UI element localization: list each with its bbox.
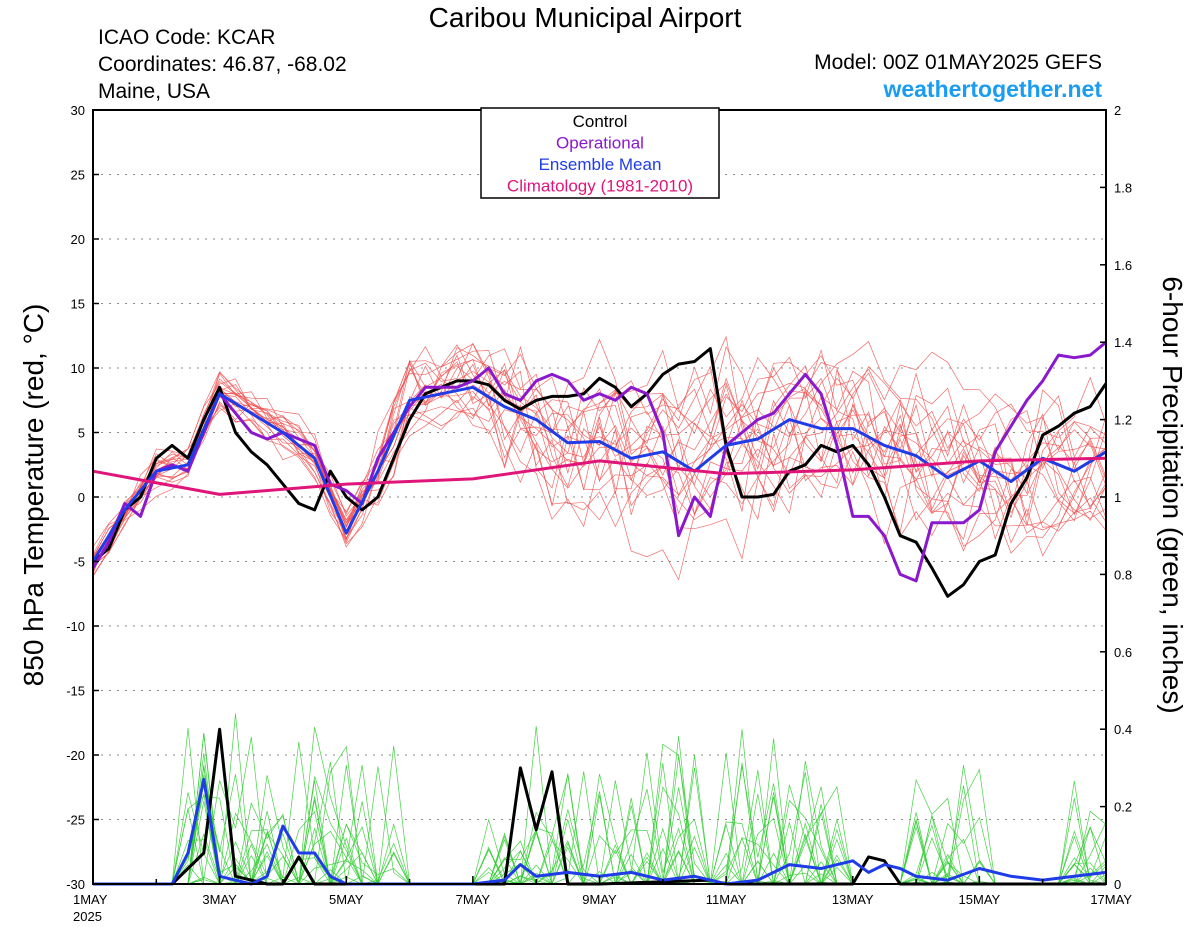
y2-tick-label: 0 xyxy=(1114,877,1121,892)
y2-tick-label: 1.8 xyxy=(1114,180,1132,195)
member-precip-line xyxy=(93,738,1107,885)
member-temp-line xyxy=(92,359,1107,577)
y-tick-label: 20 xyxy=(71,232,85,247)
x-tick-label: 15MAY xyxy=(959,892,1001,907)
x-tick-label: 7MAY xyxy=(456,892,491,907)
member-temp-line xyxy=(92,346,1107,569)
member-precip-line xyxy=(93,774,1107,885)
member-temp-line xyxy=(92,347,1107,562)
legend-entry: Control xyxy=(573,112,628,131)
ensemble-mean-precip-line xyxy=(93,778,1107,886)
y-tick-label: -30 xyxy=(66,877,85,892)
y2-tick-label: 1.4 xyxy=(1114,335,1132,350)
x-tick-label: 1MAY xyxy=(73,892,108,907)
x-tick-label: 5MAY xyxy=(329,892,364,907)
coordinates: Coordinates: 46.87, -68.02 xyxy=(98,53,347,76)
y2-tick-label: 0.4 xyxy=(1114,722,1132,737)
y2-tick-label: 0.2 xyxy=(1114,800,1132,815)
icao-code: ICAO Code: KCAR xyxy=(98,26,276,49)
x-tick-label: 13MAY xyxy=(832,892,874,907)
member-precip-line xyxy=(93,736,1107,885)
ensemble-members-temperature xyxy=(92,335,1107,581)
y-tick-label: 25 xyxy=(71,168,85,183)
x-tick-label: 9MAY xyxy=(582,892,617,907)
x-tick-label: 3MAY xyxy=(202,892,237,907)
member-temp-line xyxy=(92,361,1107,567)
climatology-temp-line xyxy=(92,456,1107,496)
y-tick-label: 30 xyxy=(71,103,85,118)
member-precip-line xyxy=(93,726,1107,886)
y-tick-label: 0 xyxy=(78,490,85,505)
member-precip-line xyxy=(93,735,1107,886)
operational-temp-line xyxy=(91,341,1107,583)
y2-tick-label: 0.6 xyxy=(1114,645,1132,660)
y-tick-label: -15 xyxy=(66,684,85,699)
member-temp-line xyxy=(92,399,1107,581)
x-tick-sublabel: 2025 xyxy=(73,909,102,924)
member-temp-line xyxy=(92,341,1107,557)
y-tick-label: -20 xyxy=(66,748,85,763)
location: Maine, USA xyxy=(98,80,211,103)
y2-tick-label: 2 xyxy=(1114,103,1121,118)
member-temp-line xyxy=(92,343,1107,563)
member-temp-line xyxy=(92,338,1107,569)
legend-entry: Ensemble Mean xyxy=(539,155,662,174)
y2-tick-label: 1.6 xyxy=(1114,258,1132,273)
member-temp-line xyxy=(92,363,1107,576)
control-precip-line xyxy=(93,727,1106,886)
member-temp-line xyxy=(92,345,1107,570)
brand-link[interactable]: weathertogether.net xyxy=(883,76,1102,102)
x-tick-label: 17MAY xyxy=(1090,892,1132,907)
legend: Control Operational Ensemble Mean Climatolo… xyxy=(480,107,720,199)
legend-entry: Climatology (1981-2010) xyxy=(507,177,693,196)
y2-tick-label: 1 xyxy=(1114,490,1121,505)
y-tick-label: -25 xyxy=(66,813,85,828)
y-tick-label: -5 xyxy=(73,555,85,570)
y-tick-label: -10 xyxy=(66,619,85,634)
y-tick-label: 5 xyxy=(78,426,85,441)
ensemble-mean-temp-line xyxy=(91,385,1107,563)
control-temp-line xyxy=(92,347,1108,598)
grid xyxy=(93,174,1106,820)
legend-entry: Operational xyxy=(556,134,644,153)
y-tick-label: 10 xyxy=(71,361,85,376)
ensemble-members-precipitation xyxy=(93,713,1107,886)
plot-frame xyxy=(92,109,1107,885)
y2-tick-label: 0.8 xyxy=(1114,567,1132,582)
member-temp-line xyxy=(92,354,1107,554)
legend-box xyxy=(480,107,720,199)
member-temp-line xyxy=(92,342,1107,547)
model-run: Model: 00Z 01MAY2025 GEFS xyxy=(814,51,1102,74)
x-tick-label: 11MAY xyxy=(706,892,747,907)
member-precip-line xyxy=(93,713,1107,885)
y-tick-label: 15 xyxy=(71,297,85,312)
chart-title: Caribou Municipal Airport xyxy=(428,2,742,33)
member-precip-line xyxy=(93,732,1107,885)
axes: -30-25-20-15-10-505101520253000.20.40.60… xyxy=(66,103,1132,924)
y2-tick-label: 1.2 xyxy=(1114,413,1132,428)
member-precip-line xyxy=(93,767,1107,886)
series-lines xyxy=(91,341,1108,886)
member-temp-line xyxy=(92,371,1107,555)
